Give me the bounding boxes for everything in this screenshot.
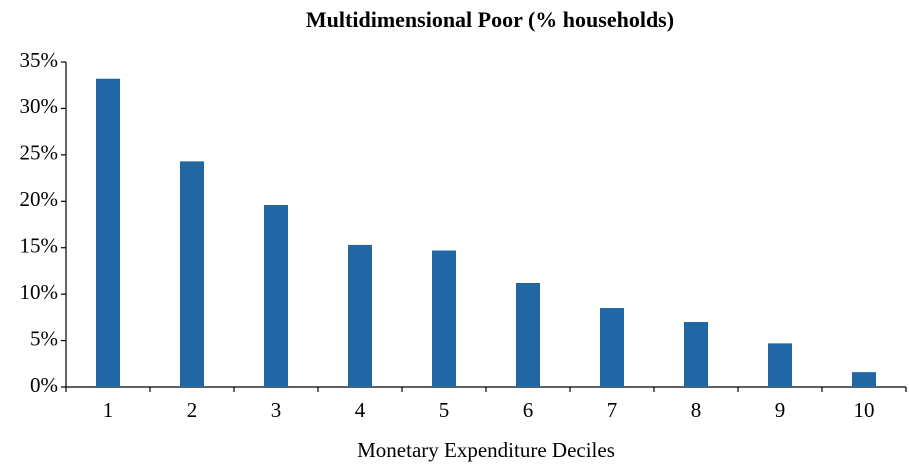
y-tick-label: 30% <box>20 94 59 118</box>
y-tick-label: 10% <box>20 280 59 304</box>
bar <box>600 308 624 387</box>
bar <box>432 250 456 387</box>
x-axis-label: Monetary Expenditure Deciles <box>357 438 615 462</box>
x-tick-label: 6 <box>523 398 534 422</box>
bar <box>96 78 120 387</box>
y-tick-label: 35% <box>20 48 59 72</box>
bar <box>264 205 288 387</box>
x-tick-label: 9 <box>775 398 786 422</box>
x-tick-label: 10 <box>854 398 875 422</box>
x-tick-label: 5 <box>439 398 450 422</box>
bar <box>516 283 540 387</box>
y-tick-label: 25% <box>20 141 59 165</box>
y-tick-label: 20% <box>20 187 59 211</box>
y-tick-label: 5% <box>30 326 58 350</box>
bar <box>852 372 876 387</box>
x-tick-label: 8 <box>691 398 702 422</box>
bar <box>180 161 204 387</box>
x-tick-label: 7 <box>607 398 618 422</box>
bar <box>348 244 372 387</box>
x-tick-label: 2 <box>187 398 198 422</box>
y-tick-label: 0% <box>30 373 58 397</box>
x-tick-label: 4 <box>355 398 366 422</box>
x-tick-label: 1 <box>103 398 114 422</box>
bar <box>684 322 708 387</box>
chart-title: Multidimensional Poor (% households) <box>306 7 674 32</box>
y-tick-label: 15% <box>20 234 59 258</box>
x-tick-label: 3 <box>271 398 282 422</box>
bar <box>768 343 792 387</box>
